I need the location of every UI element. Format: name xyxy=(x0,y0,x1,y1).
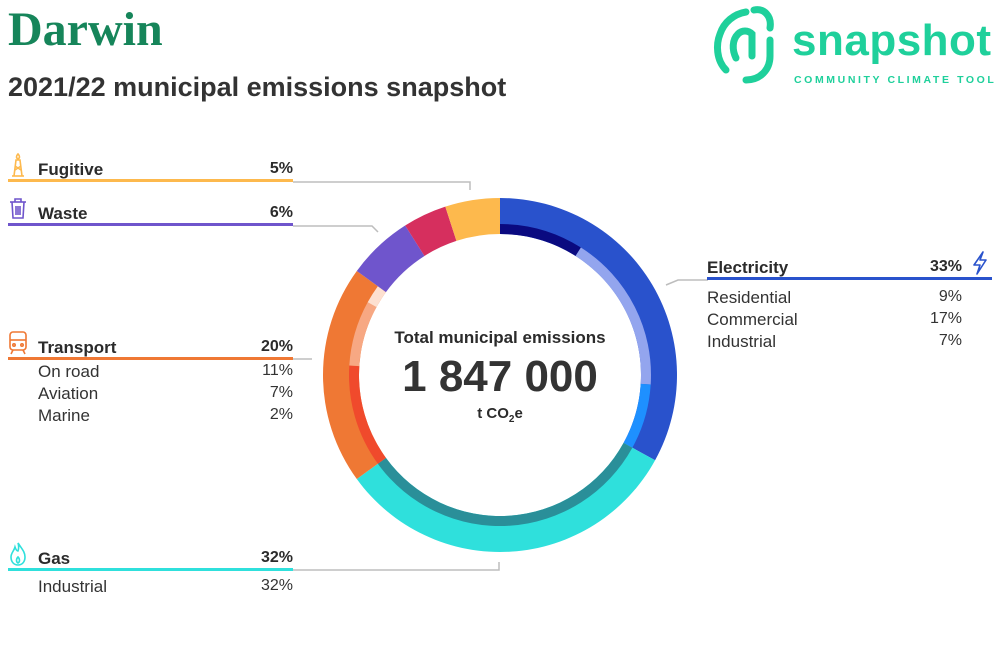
leader-lines xyxy=(293,181,708,571)
sub-label: On road xyxy=(38,362,100,381)
legend-gas: Gas 32% Industrial 32% xyxy=(8,542,293,597)
donut-subslice-gas-industrial xyxy=(377,442,633,526)
center-unit-prefix: t CO xyxy=(477,405,509,422)
donut-subslice-transport-aviation xyxy=(349,302,377,367)
donut-slice-electricity xyxy=(500,198,677,461)
legend-gas-percent: 32% xyxy=(260,549,293,566)
trash-icon xyxy=(10,198,26,219)
sub-value: 9% xyxy=(938,288,962,305)
sub-label: Commercial xyxy=(707,310,798,329)
legend-transport-on-road: On road 11% xyxy=(8,360,293,382)
legend-electricity-commercial: Commercial 17% xyxy=(707,308,992,330)
snapshot-logo-mark-icon xyxy=(714,6,774,84)
legend-electricity-header: Electricity 33% xyxy=(707,251,992,280)
donut-subslice-electricity-industrial xyxy=(623,383,651,448)
leader-line-gas xyxy=(293,562,500,571)
legend-electricity-residential: Residential 9% xyxy=(707,286,992,308)
legend-fugitive-name: Fugitive xyxy=(38,160,104,179)
legend-transport-aviation: Aviation 7% xyxy=(8,382,293,404)
legend-gas-name: Gas xyxy=(38,549,71,568)
sub-value: 2% xyxy=(269,406,293,423)
sub-value: 7% xyxy=(269,384,293,401)
leader-line-electricity xyxy=(665,279,708,286)
sub-value: 11% xyxy=(262,362,293,379)
legend-fugitive: Fugitive 5% xyxy=(8,152,293,182)
donut-subslice-transport-marine xyxy=(367,286,386,308)
sub-value: 32% xyxy=(260,577,293,594)
center-unit-subscript: 2 xyxy=(508,414,515,425)
page-title: Darwin xyxy=(8,3,163,56)
sub-label: Industrial xyxy=(38,577,107,596)
snapshot-logo-word: snapshot xyxy=(792,16,992,65)
legend-electricity-industrial: Industrial 7% xyxy=(707,330,992,352)
legend-transport-header: Transport 20% xyxy=(8,331,293,360)
center-label: Total municipal emissions xyxy=(394,328,606,347)
legend-gas-industrial: Industrial 32% xyxy=(8,575,293,597)
flare-icon xyxy=(12,152,24,177)
center-unit-suffix: e xyxy=(514,405,523,422)
center-unit: t CO2e xyxy=(420,405,580,425)
center-total-value: 1 847 000 xyxy=(402,352,598,401)
sub-value: 17% xyxy=(929,310,962,327)
legend-gas-header: Gas 32% xyxy=(8,542,293,571)
legend-transport-name: Transport xyxy=(38,338,117,357)
legend-waste-header: Waste 6% xyxy=(8,198,293,226)
legend-waste-percent: 6% xyxy=(269,204,293,221)
sub-label: Residential xyxy=(707,288,792,307)
snapshot-logo: snapshot COMMUNITY CLIMATE TOOL xyxy=(712,0,1000,92)
snapshot-logo-tagline: COMMUNITY CLIMATE TOOL xyxy=(794,74,997,86)
legend-waste-name: Waste xyxy=(38,204,88,223)
legend-fugitive-header: Fugitive 5% xyxy=(8,152,293,182)
legend-transport: Transport 20% On road 11% Aviation 7% Ma… xyxy=(8,331,293,426)
legend-electricity-name: Electricity xyxy=(707,258,789,277)
donut-slice-waste xyxy=(356,225,425,293)
sub-label: Marine xyxy=(38,406,90,425)
leader-line-fugitive xyxy=(293,181,471,190)
legend-transport-marine: Marine 2% xyxy=(8,404,293,426)
lightning-icon xyxy=(973,251,987,275)
legend-waste: Waste 6% xyxy=(8,198,293,226)
donut-subslice-electricity-commercial xyxy=(575,247,651,385)
legend-transport-percent: 20% xyxy=(260,338,293,355)
page-subtitle: 2021/22 municipal emissions snapshot xyxy=(8,72,507,102)
legend-electricity-percent: 33% xyxy=(929,258,962,275)
donut-slice-gas xyxy=(356,442,656,552)
sub-value: 7% xyxy=(938,332,962,349)
donut-slice-fugitive xyxy=(445,198,500,241)
legend-electricity: Electricity 33% Residential 9% Commercia… xyxy=(707,251,992,352)
donut-subslice-electricity-residential xyxy=(500,224,581,256)
donut-ring xyxy=(323,198,677,552)
sub-label: Aviation xyxy=(38,384,99,403)
donut-subslice-transport-on-road xyxy=(349,365,386,464)
flame-icon xyxy=(10,542,26,566)
train-icon xyxy=(9,331,27,355)
leader-line-waste xyxy=(293,225,379,233)
donut-slice-other xyxy=(405,206,457,256)
legend-fugitive-percent: 5% xyxy=(269,160,293,177)
sub-label: Industrial xyxy=(707,332,776,351)
